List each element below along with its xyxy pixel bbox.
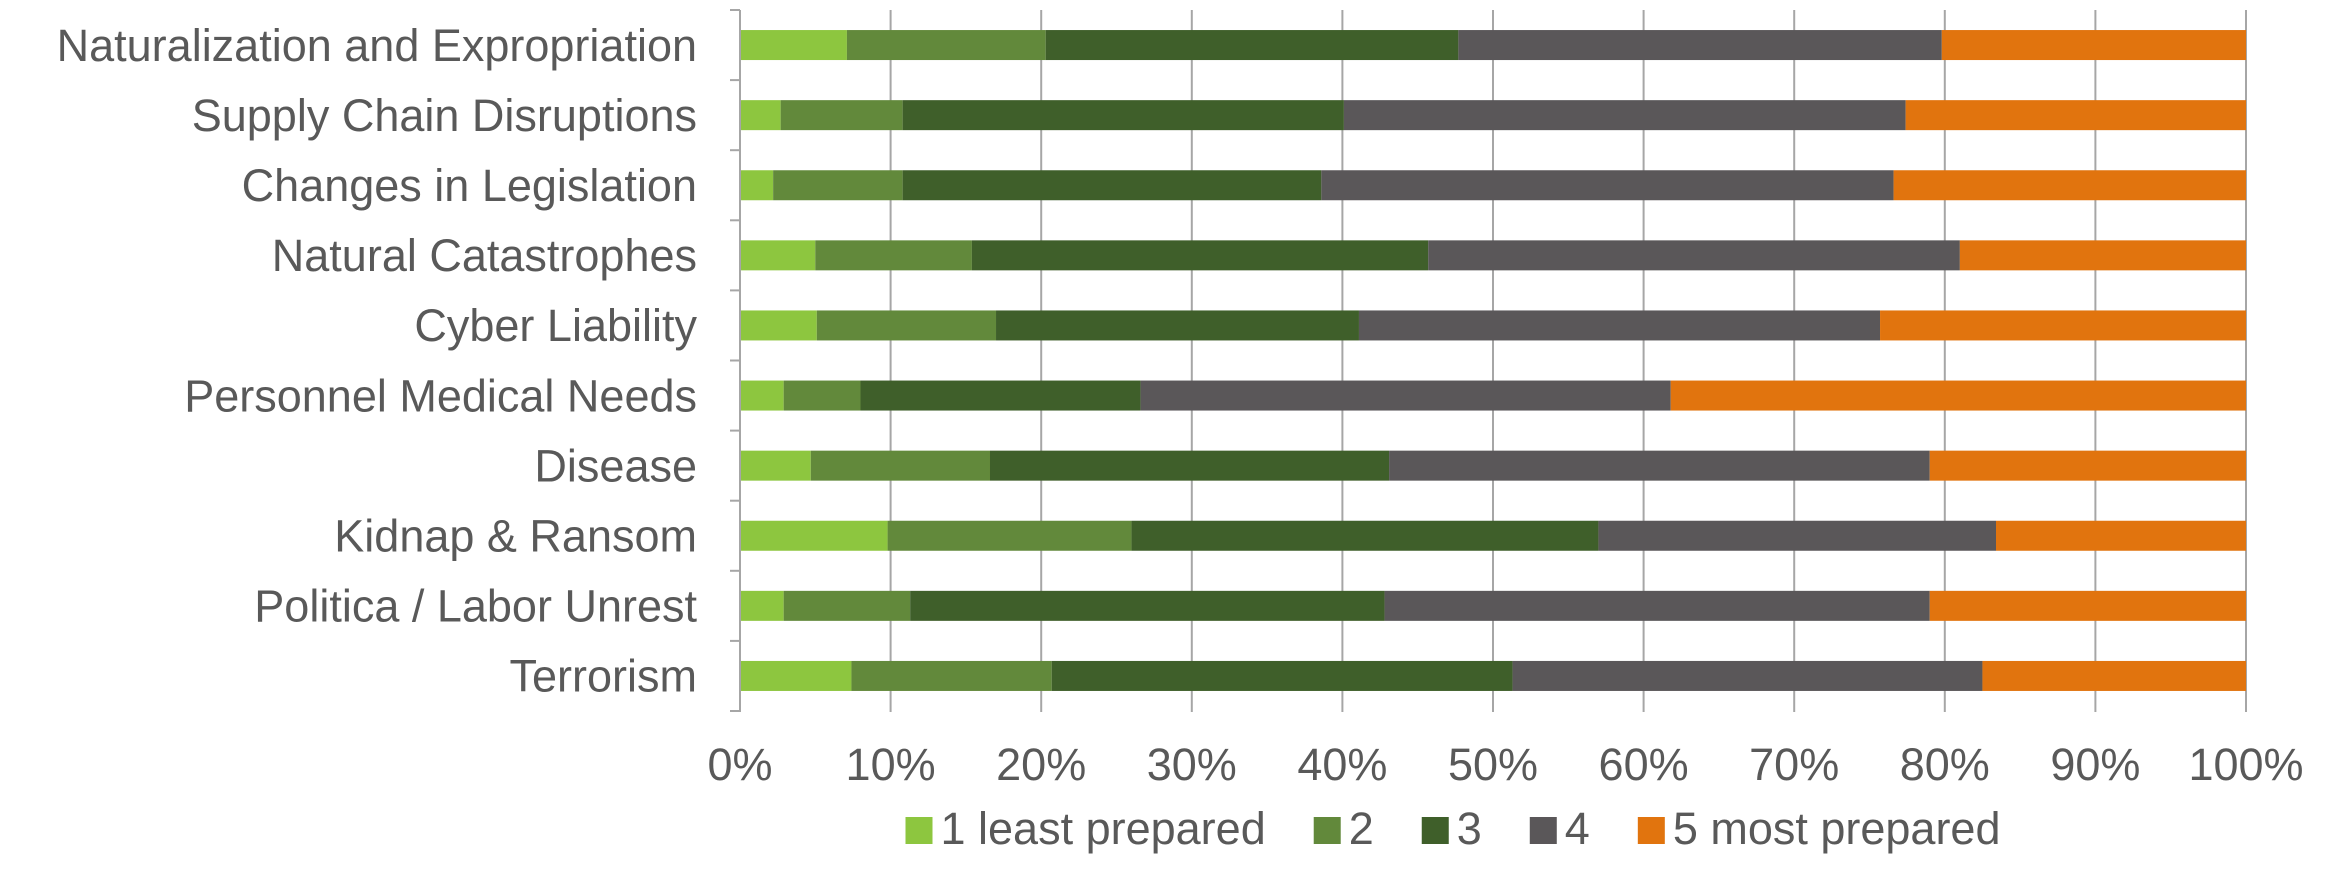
bar-segment [740, 380, 784, 411]
bar-segment [1880, 310, 2246, 341]
bars-layer [740, 30, 2246, 691]
bar-segment [1384, 590, 1930, 621]
bar-segment [887, 520, 1132, 551]
bar-segment [740, 30, 847, 61]
legend-label: 2 [1349, 803, 1374, 854]
bar-segment [1598, 520, 1997, 551]
bar-segment [996, 310, 1359, 341]
category-label: Naturalization and Expropriation [57, 20, 697, 71]
x-tick-label: 80% [1900, 739, 1990, 790]
bar-segment [860, 380, 1141, 411]
bar-segment [971, 240, 1429, 271]
bar-segment [816, 310, 997, 341]
bar-segment [740, 240, 816, 271]
bar-segment [1929, 590, 2246, 621]
category-labels: Naturalization and Expropriation Supply C… [57, 20, 698, 702]
bar-segment [740, 100, 781, 131]
bar-segment [740, 590, 784, 621]
x-tick-label: 90% [2050, 739, 2140, 790]
category-label: Supply Chain Disruptions [192, 90, 697, 141]
bar-segment [910, 590, 1385, 621]
legend: 1 least prepared 2 3 4 5 most prepared [905, 803, 2001, 854]
x-tick-label: 60% [1599, 739, 1689, 790]
bar-segment [851, 660, 1052, 691]
x-tick-label: 100% [2188, 739, 2303, 790]
x-tick-label: 30% [1147, 739, 1237, 790]
x-tick-labels: 0% 10% 20% 30% 40% 50% 60% 70% 80% 90% 100% [707, 739, 2303, 790]
bar-segment [783, 380, 861, 411]
bar-segment [740, 450, 811, 481]
bar-segment [902, 100, 1344, 131]
bar-segment [1458, 30, 1942, 61]
bar-segment [1389, 450, 1930, 481]
category-label: Natural Catastrophes [272, 230, 697, 281]
category-label: Disease [534, 440, 697, 491]
x-tick-label: 20% [996, 739, 1086, 790]
bar-segment [1670, 380, 2246, 411]
category-label: Terrorism [510, 651, 698, 702]
bar-segment [1321, 170, 1894, 201]
bar-segment [780, 100, 903, 131]
bar-segment [1428, 240, 1960, 271]
category-label: Cyber Liability [414, 300, 697, 351]
bar-segment [810, 450, 990, 481]
bar-segment [1996, 520, 2246, 551]
bar-segment [740, 170, 774, 201]
x-tick-label: 10% [846, 739, 936, 790]
x-tick-label: 70% [1749, 739, 1839, 790]
category-label: Kidnap & Ransom [334, 511, 697, 562]
bar-segment [1140, 380, 1671, 411]
x-tick-label: 50% [1448, 739, 1538, 790]
bar-segment [740, 660, 852, 691]
bar-segment [815, 240, 972, 271]
bar-segment [1982, 660, 2246, 691]
bar-segment [902, 170, 1322, 201]
legend-label: 1 least prepared [941, 803, 1266, 854]
legend-swatch [1529, 817, 1557, 844]
bar-segment [1959, 240, 2246, 271]
legend-label: 4 [1565, 803, 1590, 854]
bar-segment [989, 450, 1390, 481]
legend-swatch [1637, 817, 1665, 844]
bar-segment [1929, 450, 2246, 481]
bar-segment [1131, 520, 1599, 551]
legend-swatch [1421, 817, 1449, 844]
bar-segment [783, 590, 911, 621]
bar-segment [740, 310, 817, 341]
bar-segment [773, 170, 903, 201]
bar-segment [1343, 100, 1906, 131]
bar-segment [740, 520, 888, 551]
category-label: Personnel Medical Needs [184, 370, 697, 421]
bar-segment [1905, 100, 2246, 131]
bar-segment [1358, 310, 1881, 341]
bar-segment [1051, 660, 1513, 691]
legend-label: 5 most prepared [1673, 803, 2001, 854]
axis-layer [730, 9, 741, 712]
bar-segment [1893, 170, 2246, 201]
legend-swatch [905, 817, 933, 844]
legend-swatch [1313, 817, 1341, 844]
bar-segment [1941, 30, 2246, 61]
bar-segment [1512, 660, 1983, 691]
x-tick-label: 0% [707, 739, 772, 790]
category-label: Politica / Labor Unrest [254, 581, 697, 632]
legend-label: 3 [1457, 803, 1482, 854]
category-label: Changes in Legislation [242, 160, 697, 211]
bar-segment [846, 30, 1046, 61]
x-tick-label: 40% [1297, 739, 1387, 790]
bar-segment [1045, 30, 1459, 61]
